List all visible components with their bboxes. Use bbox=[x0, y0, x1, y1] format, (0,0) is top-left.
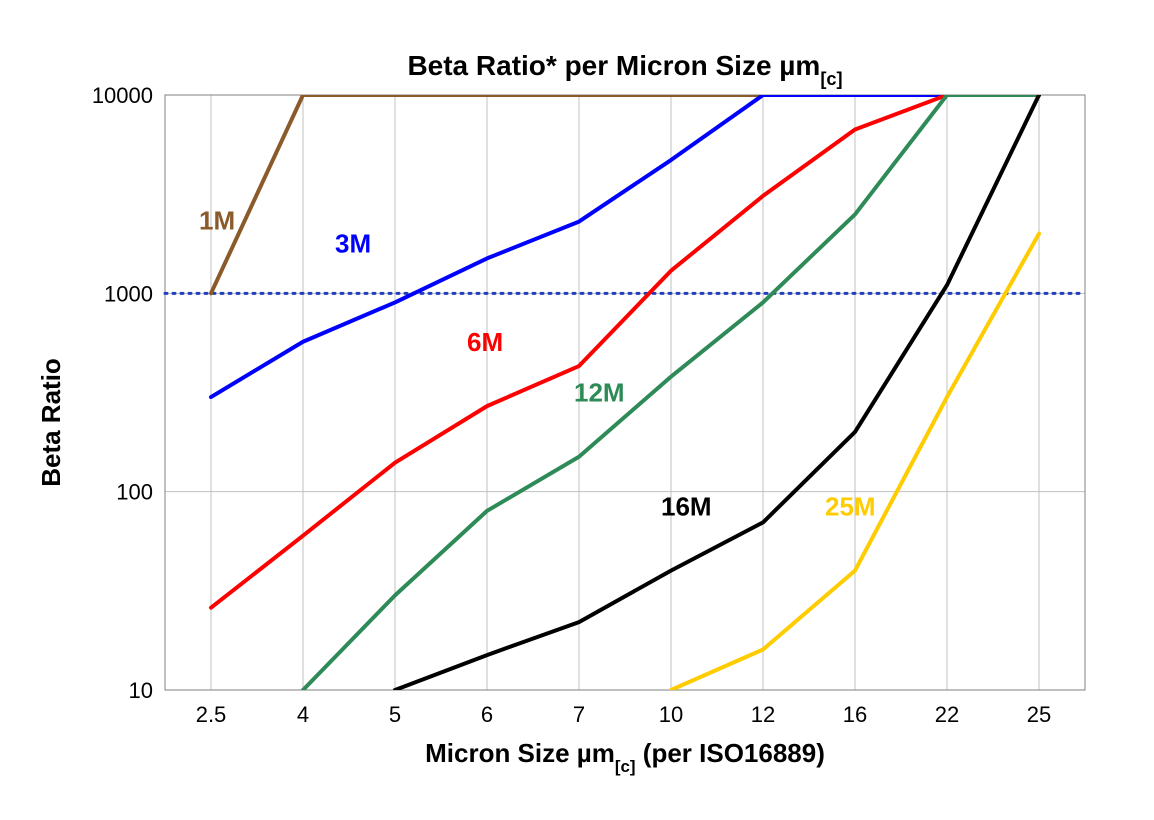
y-tick-label: 10000 bbox=[92, 83, 153, 108]
chart-container: 1M 3M 6M 12M 16M 25M 2.5 4 5 6 7 10 12 16 22 25 10 100 100… bbox=[0, 0, 1154, 820]
x-tick-label: 2.5 bbox=[196, 702, 227, 727]
x-tick-label: 16 bbox=[843, 702, 867, 727]
y-tick-label: 10 bbox=[129, 678, 153, 703]
x-tick-label: 7 bbox=[573, 702, 585, 727]
y-tick-label: 100 bbox=[116, 480, 153, 505]
series-label-3M: 3M bbox=[335, 228, 371, 258]
series-label-1M: 1M bbox=[199, 205, 235, 235]
x-tick-label: 22 bbox=[935, 702, 959, 727]
y-tick-label: 1000 bbox=[104, 281, 153, 306]
x-tick-label: 4 bbox=[297, 702, 309, 727]
x-tick-label: 5 bbox=[389, 702, 401, 727]
series-label-16M: 16M bbox=[661, 492, 712, 522]
chart-background bbox=[0, 0, 1154, 820]
series-label-12M: 12M bbox=[574, 378, 625, 408]
x-tick-label: 12 bbox=[751, 702, 775, 727]
series-label-6M: 6M bbox=[467, 327, 503, 357]
x-tick-label: 10 bbox=[659, 702, 683, 727]
chart-svg: 1M 3M 6M 12M 16M 25M 2.5 4 5 6 7 10 12 16 22 25 10 100 100… bbox=[0, 0, 1154, 820]
y-axis-title: Beta Ratio bbox=[36, 358, 66, 487]
x-tick-label: 6 bbox=[481, 702, 493, 727]
series-label-25M: 25M bbox=[825, 492, 876, 522]
x-tick-label: 25 bbox=[1027, 702, 1051, 727]
